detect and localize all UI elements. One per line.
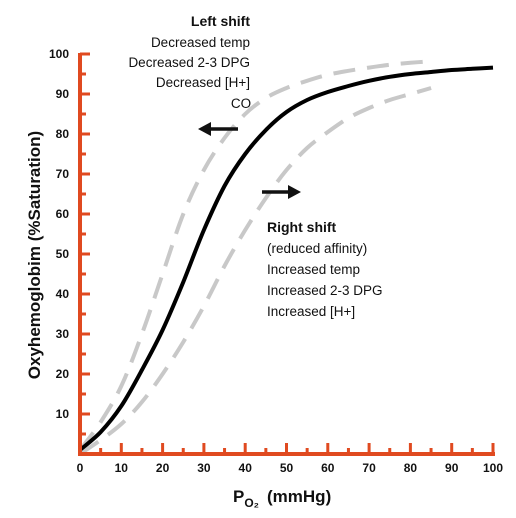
y-tick-label: 40 bbox=[56, 287, 70, 301]
x-axis-label-unit: (mmHg) bbox=[267, 487, 331, 506]
right-shift-title: Right shift bbox=[267, 219, 337, 235]
left-shift-line: Decreased 2-3 DPG bbox=[128, 55, 250, 70]
x-tick-label: 100 bbox=[483, 461, 503, 475]
left-arrow-icon bbox=[198, 122, 238, 136]
x-tick-label: 0 bbox=[77, 461, 84, 475]
left-shift-line: CO bbox=[231, 96, 251, 111]
right-shift-annotation: Right shift (reduced affinity) Increased… bbox=[267, 219, 383, 319]
shifted-curve-line bbox=[78, 59, 432, 452]
left-shift-annotation: Left shift Decreased temp Decreased 2-3 … bbox=[128, 13, 251, 111]
x-tick-label: 70 bbox=[362, 461, 376, 475]
x-axis-label-subscript: O₂ bbox=[244, 496, 259, 510]
x-tick-label: 90 bbox=[445, 461, 459, 475]
right-shift-line: Increased [H+] bbox=[267, 304, 355, 319]
y-axis-label: Oxyhemoglobim (%Saturation) bbox=[25, 131, 44, 379]
x-tick-label: 30 bbox=[197, 461, 211, 475]
y-tick-label: 50 bbox=[56, 247, 70, 261]
left-shift-line: Decreased [H+] bbox=[156, 75, 250, 90]
right-arrow-icon bbox=[262, 185, 301, 199]
y-tick-label: 90 bbox=[56, 87, 70, 101]
y-tick-label: 70 bbox=[56, 167, 70, 181]
x-tick-label: 10 bbox=[115, 461, 129, 475]
y-tick-label: 10 bbox=[56, 407, 70, 421]
shifted-curve-line bbox=[78, 86, 432, 456]
right-shift-line: Increased temp bbox=[267, 262, 360, 277]
x-tick-label: 60 bbox=[321, 461, 335, 475]
y-tick-label: 100 bbox=[49, 47, 69, 61]
y-tick-label: 60 bbox=[56, 207, 70, 221]
left-shift-line: Decreased temp bbox=[151, 35, 250, 50]
normal-curve-line bbox=[78, 65, 494, 452]
x-tick-label: 40 bbox=[239, 461, 253, 475]
curves-layer bbox=[78, 59, 494, 456]
y-tick-label: 80 bbox=[56, 127, 70, 141]
right-shift-line: (reduced affinity) bbox=[267, 241, 367, 256]
left-shift-title: Left shift bbox=[191, 13, 250, 29]
y-tick-label: 20 bbox=[56, 367, 70, 381]
y-tick-label: 30 bbox=[56, 327, 70, 341]
x-tick-label: 20 bbox=[156, 461, 170, 475]
x-tick-label: 80 bbox=[404, 461, 418, 475]
x-tick-label: 50 bbox=[280, 461, 294, 475]
ticks-layer: 0 10 20 30 40 50 60 70 80 90 100 10 20 30 40 50 60 70 80 90… bbox=[49, 47, 503, 475]
x-axis-label: PO₂ (mmHg) bbox=[233, 487, 331, 510]
x-axis-label-main: P bbox=[233, 487, 244, 506]
right-shift-line: Increased 2-3 DPG bbox=[267, 283, 383, 298]
